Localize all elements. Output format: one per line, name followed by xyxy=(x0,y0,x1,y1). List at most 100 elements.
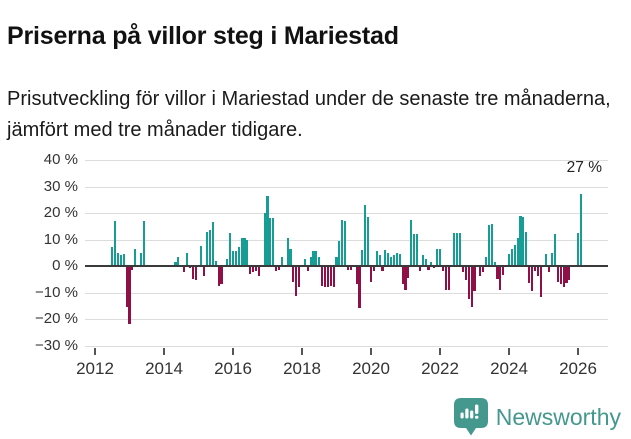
bar xyxy=(453,232,456,266)
bar xyxy=(510,248,513,266)
bar xyxy=(479,267,482,277)
bar xyxy=(344,220,347,266)
bar xyxy=(122,254,125,266)
bar xyxy=(421,255,424,266)
bar xyxy=(266,195,269,266)
bar xyxy=(139,252,143,266)
bar xyxy=(548,267,551,273)
bar xyxy=(312,251,315,266)
bar xyxy=(217,267,220,286)
bar xyxy=(263,213,266,266)
bar xyxy=(367,216,370,266)
bar xyxy=(116,252,120,266)
bar xyxy=(447,267,450,290)
bar xyxy=(188,267,191,269)
bar xyxy=(214,260,217,266)
bar xyxy=(418,267,421,271)
bar xyxy=(226,259,229,266)
bar xyxy=(528,267,531,283)
axis-tick xyxy=(163,348,165,355)
bar xyxy=(338,240,341,266)
bar xyxy=(441,267,444,271)
bar xyxy=(378,255,381,266)
bar xyxy=(398,254,401,266)
x-tick-label: 2012 xyxy=(76,359,114,378)
bar xyxy=(499,267,502,290)
y-tick-label: −10 % xyxy=(35,283,78,301)
bar xyxy=(280,256,283,266)
bar xyxy=(513,244,516,266)
x-tick-label: 2026 xyxy=(559,359,597,378)
bar xyxy=(404,267,407,290)
x-tick-label: 2018 xyxy=(283,359,321,378)
bar xyxy=(467,267,470,299)
axis-tick xyxy=(232,348,234,355)
bar xyxy=(119,255,122,266)
bar xyxy=(361,250,364,266)
bar xyxy=(536,267,539,277)
newsworthy-logo[interactable]: Newsworthy xyxy=(453,398,621,436)
bar xyxy=(246,239,249,266)
gridline xyxy=(85,292,608,294)
y-tick-label: 10 % xyxy=(43,230,78,248)
bar xyxy=(257,267,260,277)
bar xyxy=(579,194,582,266)
bar xyxy=(332,267,335,287)
bar xyxy=(407,267,410,278)
latest-value-label: 27 % xyxy=(566,159,602,176)
bar xyxy=(286,238,289,266)
bar xyxy=(203,267,206,277)
bar xyxy=(559,267,562,285)
bar xyxy=(490,223,493,266)
bar xyxy=(208,230,212,266)
bar xyxy=(433,267,436,269)
bar xyxy=(229,232,232,266)
bar xyxy=(298,267,301,287)
bar xyxy=(335,256,338,266)
gridline xyxy=(85,319,608,320)
bar xyxy=(323,267,327,287)
bar xyxy=(516,238,519,266)
chart-title: Priserna på villor steg i Mariestad xyxy=(7,21,399,50)
bar xyxy=(292,267,295,282)
bar xyxy=(522,216,525,266)
bar xyxy=(430,262,433,266)
bar xyxy=(459,232,462,266)
bar-chart: 27 % 40 % 30 % 20 % 10 % 0 % −10 % −20 % −30 % 2… xyxy=(0,145,631,390)
bar xyxy=(384,250,387,266)
bar xyxy=(456,232,459,266)
bar xyxy=(272,218,275,266)
bar xyxy=(142,220,145,266)
bar xyxy=(525,231,528,266)
bar xyxy=(519,215,522,266)
bar xyxy=(484,256,488,266)
bar xyxy=(326,267,329,287)
bar xyxy=(533,267,536,271)
bar xyxy=(243,238,246,266)
bar xyxy=(303,259,306,266)
bar xyxy=(211,222,214,266)
bar xyxy=(427,267,430,270)
axis-tick xyxy=(370,348,372,355)
bar xyxy=(306,267,309,271)
bar xyxy=(551,252,554,266)
bar xyxy=(240,238,243,266)
bar xyxy=(309,256,312,266)
axis-tick xyxy=(439,348,441,355)
bar xyxy=(134,248,137,266)
gridline xyxy=(85,186,608,188)
bar xyxy=(401,267,404,285)
bar xyxy=(358,267,361,309)
bar xyxy=(438,248,442,266)
bar xyxy=(392,255,396,266)
bar xyxy=(369,267,373,282)
zero-axis-line xyxy=(85,265,608,267)
bar xyxy=(200,246,203,266)
bar xyxy=(220,267,223,285)
x-tick-label: 2014 xyxy=(145,359,183,378)
bar xyxy=(415,234,419,266)
bar xyxy=(275,267,278,271)
bar xyxy=(436,248,439,266)
axis-tick xyxy=(577,348,579,355)
bar xyxy=(364,205,367,266)
